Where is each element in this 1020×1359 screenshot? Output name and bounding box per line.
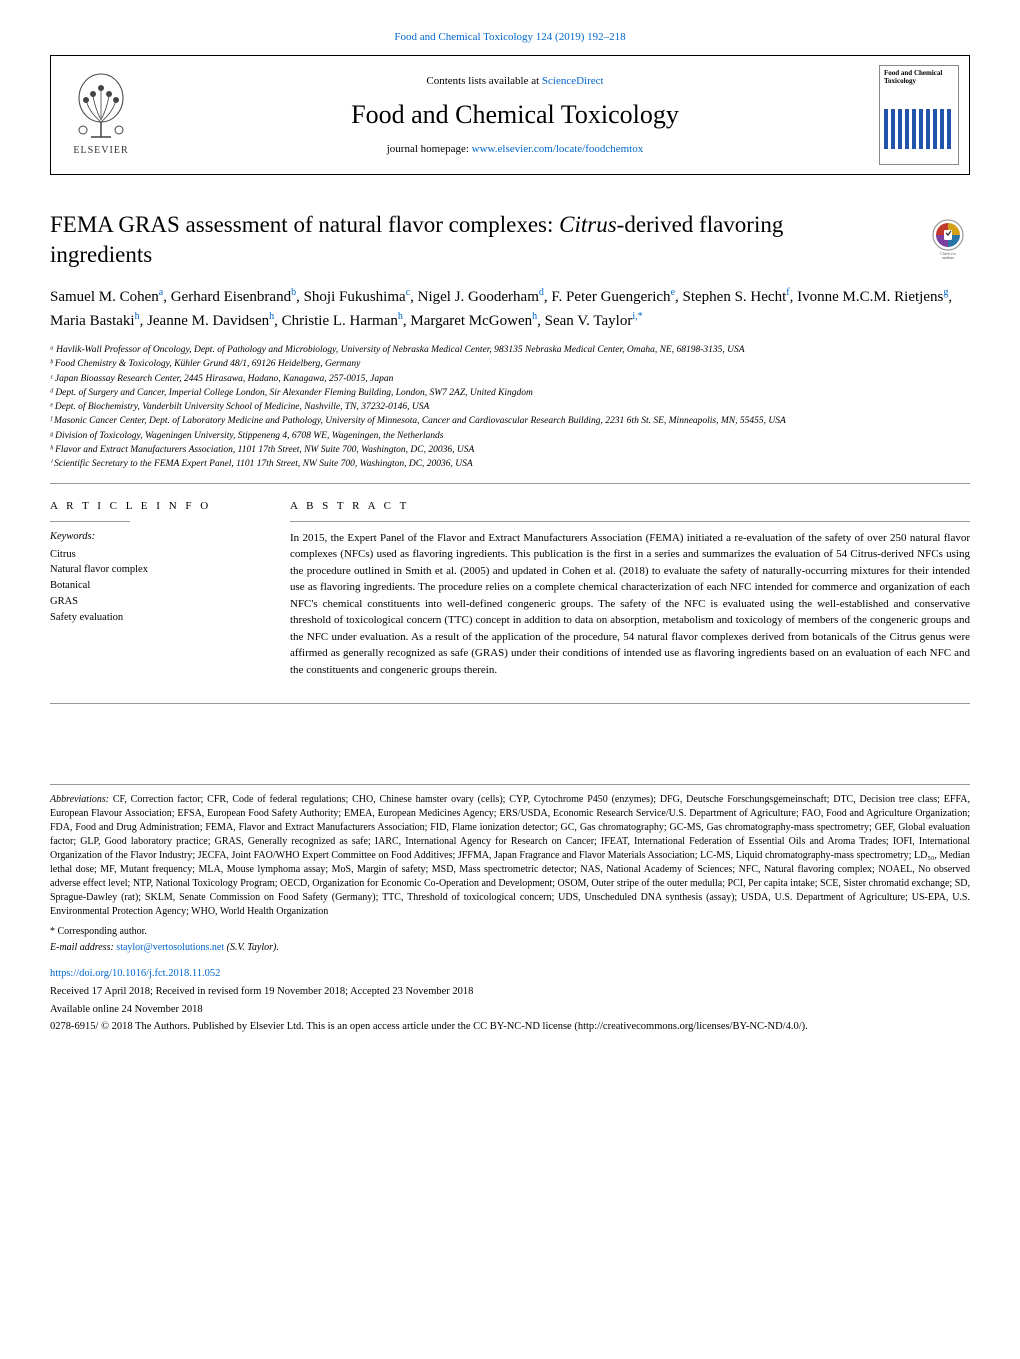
affiliation: ᵈ Dept. of Surgery and Cancer, Imperial … <box>50 386 970 400</box>
authors-list: Samuel M. Cohena, Gerhard Eisenbrandb, S… <box>50 285 970 333</box>
check-updates-icon[interactable]: Check for updates <box>926 215 970 259</box>
article-info-column: A R T I C L E I N F O Keywords: Citrus N… <box>50 499 260 678</box>
abbreviations-block: Abbreviations: CF, Correction factor; CF… <box>50 784 970 919</box>
affil-link-b[interactable]: b <box>291 287 296 298</box>
article-title: FEMA GRAS assessment of natural flavor c… <box>50 210 870 270</box>
email-link[interactable]: staylor@vertosolutions.net <box>116 942 224 953</box>
affil-link-g[interactable]: g <box>943 287 948 298</box>
affiliation: ᵍ Division of Toxicology, Wageningen Uni… <box>50 429 970 443</box>
doi-line: https://doi.org/10.1016/j.fct.2018.11.05… <box>50 967 970 982</box>
affil-link-h1[interactable]: h <box>135 311 140 322</box>
keywords-label: Keywords: <box>50 530 260 545</box>
info-abstract-row: A R T I C L E I N F O Keywords: Citrus N… <box>50 499 970 678</box>
divider <box>50 483 970 484</box>
elsevier-logo: ELSEVIER <box>51 56 151 174</box>
cover-stripes <box>884 109 954 149</box>
sciencedirect-link[interactable]: ScienceDirect <box>542 75 604 87</box>
email-line: E-mail address: staylor@vertosolutions.n… <box>50 941 970 955</box>
journal-title: Food and Chemical Toxicology <box>151 97 879 133</box>
affil-link-h4[interactable]: h <box>532 311 537 322</box>
journal-header: ELSEVIER Contents lists available at Sci… <box>50 55 970 175</box>
abstract-text: In 2015, the Expert Panel of the Flavor … <box>290 530 970 679</box>
elsevier-label: ELSEVIER <box>73 144 128 158</box>
journal-cover-thumbnail: Food and Chemical Toxicology <box>879 65 959 165</box>
affil-link-e[interactable]: e <box>671 287 675 298</box>
email-suffix: (S.V. Taylor). <box>224 942 279 953</box>
journal-citation: Food and Chemical Toxicology 124 (2019) … <box>50 30 970 45</box>
divider <box>50 703 970 704</box>
affil-link-a[interactable]: a <box>159 287 163 298</box>
abstract-heading: A B S T R A C T <box>290 499 970 514</box>
affil-link-c[interactable]: c <box>406 287 410 298</box>
keywords-list: Citrus Natural flavor complex Botanical … <box>50 547 260 626</box>
affiliation: ʰ Flavor and Extract Manufacturers Assoc… <box>50 443 970 457</box>
affil-link-d[interactable]: d <box>539 287 544 298</box>
svg-text:updates: updates <box>942 255 955 259</box>
email-label: E-mail address: <box>50 942 116 953</box>
available-line: Available online 24 November 2018 <box>50 1003 970 1018</box>
keyword: Natural flavor complex <box>50 562 260 578</box>
sub-divider <box>290 521 970 522</box>
citation-link[interactable]: Food and Chemical Toxicology 124 (2019) … <box>394 31 625 43</box>
sub-divider <box>50 521 130 522</box>
elsevier-tree-icon <box>71 72 131 142</box>
abbreviations-label: Abbreviations: <box>50 794 109 805</box>
affil-link-h3[interactable]: h <box>398 311 403 322</box>
keyword: Botanical <box>50 578 260 594</box>
corresponding-author: * Corresponding author. <box>50 925 970 939</box>
doi-link[interactable]: https://doi.org/10.1016/j.fct.2018.11.05… <box>50 968 220 979</box>
affiliation: ᵃ Havlik-Wall Professor of Oncology, Dep… <box>50 343 970 357</box>
corresponding-marker[interactable]: * <box>638 311 643 322</box>
affiliation: ⁱ Scientific Secretary to the FEMA Exper… <box>50 457 970 471</box>
abbreviations-text: CF, Correction factor; CFR, Code of fede… <box>50 794 970 917</box>
homepage-link[interactable]: www.elsevier.com/locate/foodchemtox <box>472 143 644 155</box>
affiliation: ᵉ Dept. of Biochemistry, Vanderbilt Univ… <box>50 400 970 414</box>
header-center: Contents lists available at ScienceDirec… <box>151 74 879 157</box>
affil-link-f[interactable]: f <box>786 287 789 298</box>
keyword: Citrus <box>50 547 260 563</box>
affiliations-block: ᵃ Havlik-Wall Professor of Oncology, Dep… <box>50 343 970 471</box>
affiliation: ᵇ Food Chemistry & Toxicology, Kühler Gr… <box>50 357 970 371</box>
contents-line: Contents lists available at ScienceDirec… <box>151 74 879 89</box>
affiliation: ᶜ Japan Bioassay Research Center, 2445 H… <box>50 372 970 386</box>
affil-link-h2[interactable]: h <box>269 311 274 322</box>
affiliation: ᶠ Masonic Cancer Center, Dept. of Labora… <box>50 414 970 428</box>
keyword: Safety evaluation <box>50 610 260 626</box>
cover-title: Food and Chemical Toxicology <box>884 70 954 85</box>
keyword: GRAS <box>50 594 260 610</box>
contents-prefix: Contents lists available at <box>426 75 541 87</box>
homepage-prefix: journal homepage: <box>387 143 472 155</box>
homepage-line: journal homepage: www.elsevier.com/locat… <box>151 142 879 157</box>
article-info-heading: A R T I C L E I N F O <box>50 499 260 514</box>
abstract-column: A B S T R A C T In 2015, the Expert Pane… <box>290 499 970 678</box>
copyright-line: 0278-6915/ © 2018 The Authors. Published… <box>50 1020 970 1035</box>
received-line: Received 17 April 2018; Received in revi… <box>50 985 970 1000</box>
